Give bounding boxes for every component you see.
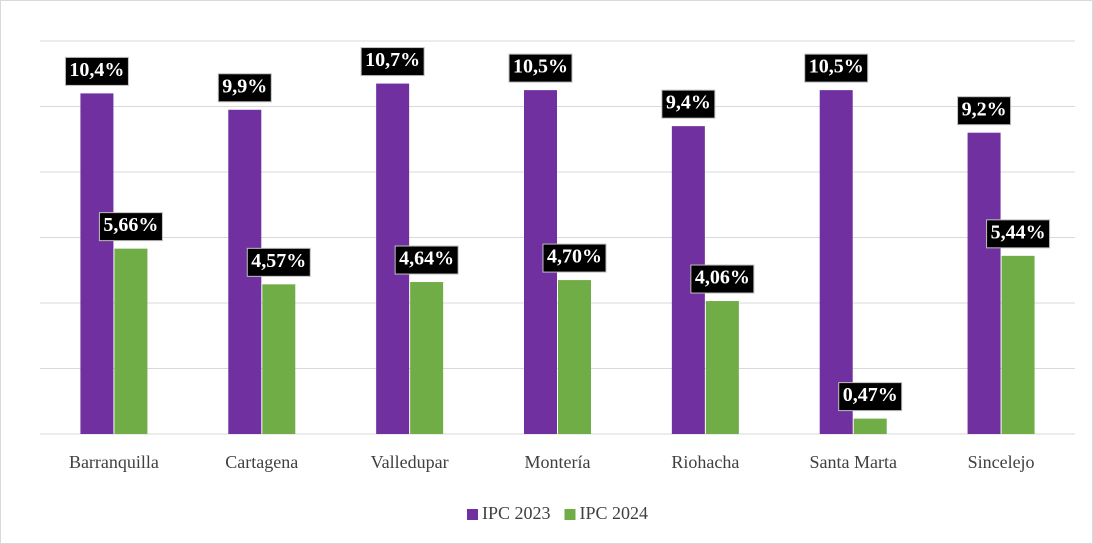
data-label-text: 4,70% bbox=[547, 246, 602, 268]
data-label: 4,70% bbox=[542, 243, 607, 273]
legend: IPC 2023 IPC 2024 bbox=[466, 503, 649, 523]
data-label: 10,5% bbox=[804, 53, 869, 83]
data-label-text: 4,57% bbox=[251, 250, 306, 272]
x-tick-label: Valledupar bbox=[371, 452, 449, 472]
data-label-text: 0,47% bbox=[843, 384, 898, 406]
data-label: 9,9% bbox=[217, 73, 272, 103]
data-label: 5,66% bbox=[98, 212, 163, 242]
bar bbox=[114, 248, 148, 434]
data-label-text: 9,4% bbox=[666, 92, 711, 114]
data-label: 9,4% bbox=[661, 89, 716, 119]
x-tick-label: Sincelejo bbox=[968, 452, 1035, 472]
data-label-text: 4,06% bbox=[695, 267, 750, 289]
legend-swatch bbox=[564, 509, 576, 520]
data-label: 10,4% bbox=[64, 56, 129, 86]
x-tick-label: Montería bbox=[525, 452, 591, 472]
data-label-text: 10,4% bbox=[69, 59, 124, 81]
data-label: 4,06% bbox=[690, 264, 755, 294]
x-tick-label: Santa Marta bbox=[809, 452, 896, 472]
x-tick-label: Barranquilla bbox=[69, 452, 159, 472]
data-label-box bbox=[360, 47, 425, 77]
data-label-box bbox=[542, 243, 607, 273]
data-label-text: 10,5% bbox=[513, 56, 568, 78]
data-label-text: 4,64% bbox=[399, 248, 454, 270]
data-label: 4,57% bbox=[246, 247, 311, 277]
data-label-box bbox=[690, 264, 755, 294]
bar bbox=[80, 93, 114, 435]
data-label-box bbox=[217, 73, 272, 103]
data-label-box bbox=[246, 247, 311, 277]
data-label-box bbox=[98, 212, 163, 242]
bar bbox=[967, 132, 1001, 434]
legend-swatch bbox=[466, 509, 478, 520]
x-tick-label: Riohacha bbox=[671, 452, 739, 472]
data-label-box bbox=[804, 53, 869, 83]
data-label-box bbox=[957, 96, 1012, 126]
bar bbox=[558, 280, 591, 434]
data-label-text: 5,44% bbox=[991, 221, 1046, 243]
data-label: 10,5% bbox=[508, 53, 573, 83]
bar bbox=[853, 418, 887, 434]
data-label-text: 9,9% bbox=[222, 75, 267, 97]
legend-label: IPC 2024 bbox=[580, 503, 649, 523]
data-label-box bbox=[508, 53, 573, 83]
data-label: 9,2% bbox=[957, 96, 1012, 126]
data-label-box bbox=[661, 89, 716, 119]
bar bbox=[705, 301, 739, 434]
data-label: 0,47% bbox=[838, 382, 903, 412]
bar bbox=[819, 90, 853, 434]
data-label-text: 10,7% bbox=[365, 49, 420, 71]
data-label-box bbox=[838, 382, 903, 412]
bar bbox=[1001, 255, 1035, 434]
legend-label: IPC 2023 bbox=[482, 503, 551, 523]
data-label-text: 5,66% bbox=[103, 214, 158, 236]
data-label-text: 9,2% bbox=[962, 98, 1007, 120]
data-label-box bbox=[394, 245, 459, 275]
data-label: 10,7% bbox=[360, 47, 425, 77]
data-label-box bbox=[64, 56, 129, 86]
data-label-box bbox=[986, 219, 1051, 249]
x-tick-label: Cartagena bbox=[225, 452, 298, 472]
bar bbox=[262, 284, 296, 434]
data-label: 5,44% bbox=[986, 219, 1051, 249]
data-label-text: 10,5% bbox=[809, 56, 864, 78]
bar bbox=[410, 282, 444, 434]
data-label: 4,64% bbox=[394, 245, 459, 275]
